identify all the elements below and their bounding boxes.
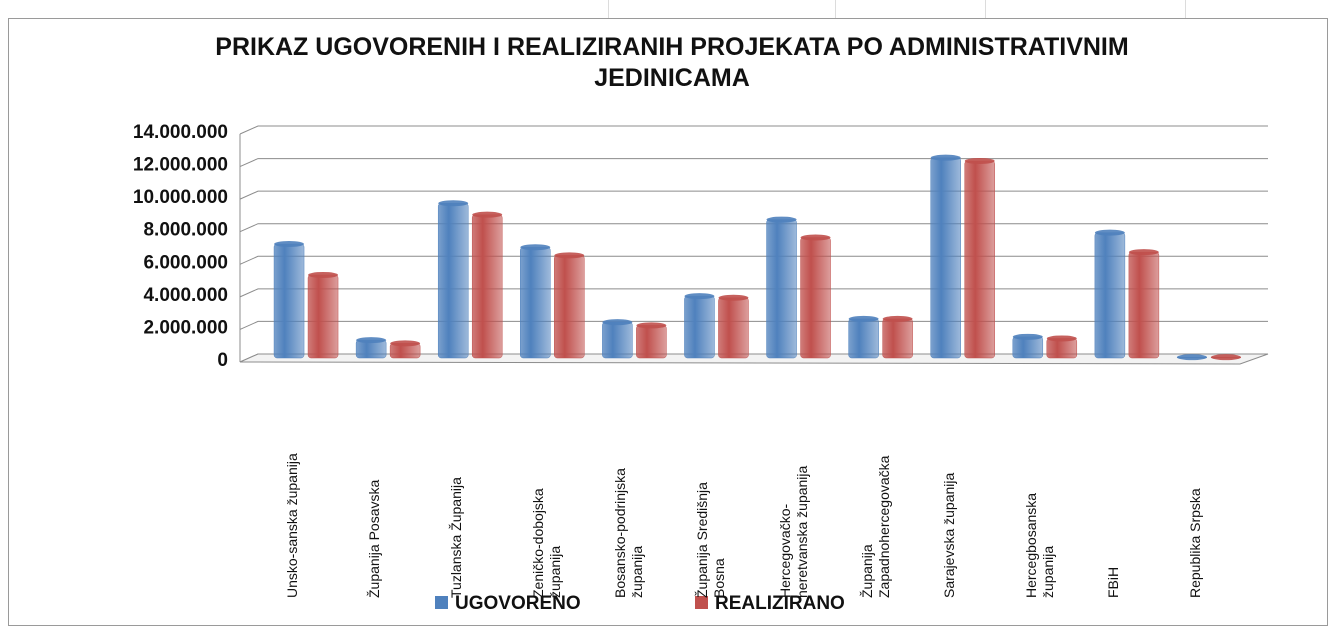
bar	[636, 325, 667, 359]
bar	[684, 295, 715, 359]
bar-top	[274, 241, 305, 247]
chart-title: PRIKAZ UGOVORENIH I REALIZIRANIH PROJEKA…	[215, 33, 1129, 92]
bar	[520, 247, 551, 359]
x-tick-label: Republika Srpska	[1186, 488, 1203, 598]
bar-top	[964, 157, 995, 164]
bar-top	[800, 234, 831, 241]
bar	[1094, 232, 1126, 359]
y-tick-label: 8.000.000	[143, 220, 228, 241]
bar-top	[930, 154, 961, 161]
bar-top	[1210, 354, 1241, 361]
bar-top	[438, 200, 469, 207]
y-tick-label: 4.000.000	[143, 285, 228, 306]
x-tick-label: Sarajevska županija	[940, 472, 957, 598]
bar-top	[882, 315, 913, 322]
grid-line	[239, 158, 1268, 168]
bar	[602, 321, 633, 359]
bar	[273, 243, 305, 359]
y-tick-label: 14.000.000	[133, 122, 228, 143]
bar-top	[848, 315, 879, 322]
x-tick-label: Hercegbosanska županija	[1022, 492, 1056, 598]
sheet-line	[835, 0, 836, 18]
bar-top	[1176, 354, 1207, 361]
bar	[307, 274, 339, 359]
sheet-line	[608, 0, 609, 18]
bar	[964, 160, 995, 359]
x-tick-label: Županija Središnja Bosna	[694, 482, 728, 598]
y-tick-label: 6.000.000	[143, 252, 228, 273]
x-tick-label: Hercegovačko-neretvanska županija	[776, 465, 810, 598]
bar	[437, 203, 469, 359]
bar	[471, 214, 503, 359]
x-tick-label: Zeničko-dobojska županija	[530, 488, 564, 598]
bar-top	[520, 244, 551, 251]
x-tick-label: FBiH	[1104, 566, 1121, 598]
bar-top	[766, 216, 797, 223]
bar	[1128, 251, 1160, 359]
sheet-line	[1185, 0, 1186, 18]
legend-swatch	[435, 596, 448, 609]
bar	[554, 255, 585, 359]
x-tick-label: Unsko-sanska županija	[284, 453, 301, 598]
bar-top	[636, 322, 667, 329]
bar	[1012, 336, 1044, 359]
y-tick-label: 0	[217, 350, 228, 371]
bar-top	[1046, 335, 1077, 342]
y-tick-label: 2.000.000	[143, 317, 228, 338]
bar	[800, 237, 831, 359]
grid-line	[239, 190, 1268, 200]
bar	[848, 318, 879, 359]
bar-top	[308, 271, 339, 278]
y-tick-label: 12.000.000	[133, 155, 228, 176]
bar-top	[1012, 333, 1043, 340]
bar	[766, 219, 797, 359]
bar-top	[554, 252, 585, 259]
bar-top	[1094, 229, 1125, 236]
sheet-line	[985, 0, 986, 18]
x-tick-label: Županija Zapadnohercegovačka	[858, 455, 892, 598]
bar-top	[718, 294, 749, 301]
bar-top	[356, 337, 387, 344]
bar-top	[472, 211, 503, 218]
x-tick-label: Bosansko-podrinjska županija	[612, 468, 646, 598]
bar	[718, 297, 749, 359]
bar	[930, 157, 961, 359]
legend-swatch	[695, 596, 708, 609]
x-tick-label: Županija Posavska	[366, 479, 383, 598]
bar-top	[1128, 249, 1159, 256]
bar-top	[602, 319, 633, 326]
bar-top	[390, 340, 421, 347]
legend-label: REALIZIRANO	[715, 593, 845, 614]
x-tick-label: Tuzlanska Županija	[448, 477, 465, 598]
grid-line	[239, 125, 1268, 135]
legend-label: UGOVORENO	[455, 593, 581, 614]
bar	[882, 318, 913, 359]
y-tick-label: 10.000.000	[133, 187, 228, 208]
bar-top	[684, 293, 715, 300]
